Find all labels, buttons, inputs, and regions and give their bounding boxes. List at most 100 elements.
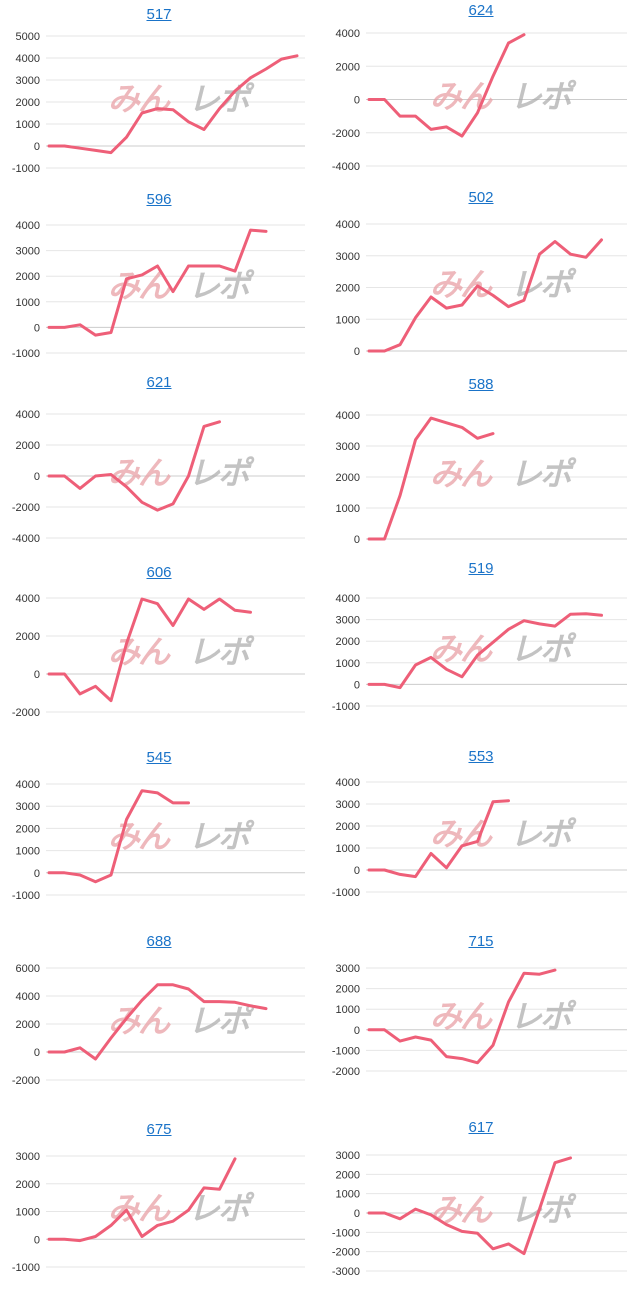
y-tick-label: 2000 (16, 1179, 40, 1191)
svg-text:みん: みん (108, 633, 171, 671)
y-tick-label: 4000 (16, 409, 40, 421)
svg-text:みん: みん (108, 80, 171, 118)
y-tick-label: 0 (354, 1208, 360, 1220)
line-chart: 4000 3000 2000 1000 0 -1000 みん レポ (12, 220, 305, 360)
chart-panel: 4000 2000 0 -2000 -4000 みん レポ 624 (322, 0, 640, 186)
y-tick-label: -2000 (332, 1066, 360, 1078)
y-tick-label: -2000 (12, 1075, 40, 1087)
chart-title-link[interactable]: 502 (468, 189, 494, 206)
y-tick-label: 1000 (336, 314, 360, 326)
line-chart: 6000 4000 2000 0 -2000 みん レポ (12, 963, 305, 1087)
line-chart: 4000 3000 2000 1000 0 -1000 みん レポ (12, 779, 305, 902)
svg-text:レポ: レポ (510, 266, 577, 304)
svg-text:レポ: レポ (510, 630, 577, 668)
chart-title-link[interactable]: 606 (146, 564, 172, 581)
y-tick-label: -1000 (12, 1262, 40, 1274)
series-line (367, 238, 603, 353)
chart-title-link[interactable]: 715 (468, 933, 494, 950)
svg-text:レポ: レポ (510, 998, 577, 1036)
y-tick-label: 0 (34, 322, 40, 334)
y-tick-label: 1000 (16, 119, 40, 131)
watermark-logo: みん レポ (430, 630, 579, 668)
series-line (47, 54, 299, 155)
y-tick-label: 1000 (16, 846, 40, 858)
watermark-logo: みん レポ (430, 1191, 579, 1229)
chart-title-link[interactable]: 553 (468, 748, 494, 765)
y-tick-label: 2000 (336, 283, 360, 295)
y-tick-label: 0 (34, 669, 40, 681)
chart-title-link[interactable]: 517 (146, 6, 172, 23)
chart-title-link[interactable]: 675 (146, 1121, 172, 1138)
chart-title-link[interactable]: 617 (468, 1119, 494, 1136)
y-tick-label: 3000 (336, 441, 360, 453)
y-tick-label: -4000 (12, 533, 40, 545)
chart-title-link[interactable]: 545 (146, 749, 172, 766)
y-tick-label: -1000 (332, 701, 360, 713)
chart-panel: 3000 2000 1000 0 -1000 -2000 -3000 みん レポ 617 (322, 1116, 640, 1303)
series-line (47, 789, 190, 884)
y-tick-label: 1000 (336, 1189, 360, 1201)
svg-text:みん: みん (430, 998, 493, 1036)
watermark-logo: みん レポ (108, 454, 257, 492)
line-chart: 3000 2000 1000 0 -1000 みん レポ (12, 1151, 305, 1274)
chart-title-link[interactable]: 588 (468, 376, 494, 393)
line-chart: 4000 3000 2000 1000 0 -1000 みん レポ (332, 593, 627, 713)
series-line (367, 1156, 572, 1256)
svg-text:レポ: レポ (510, 815, 577, 853)
chart-title-link[interactable]: 519 (468, 560, 494, 577)
chart-title-link[interactable]: 621 (146, 374, 172, 391)
y-tick-label: 2000 (16, 631, 40, 643)
line-chart: 4000 3000 2000 1000 0 みん レポ (336, 219, 627, 358)
y-tick-label: 3000 (16, 1151, 40, 1163)
y-tick-label: 0 (34, 471, 40, 483)
y-tick-label: 2000 (336, 1169, 360, 1181)
y-tick-label: 0 (354, 534, 360, 546)
y-tick-label: 2000 (336, 821, 360, 833)
chart-title-link[interactable]: 596 (146, 191, 172, 208)
line-chart: 3000 2000 1000 0 -1000 -2000 みん レポ (332, 963, 627, 1078)
y-tick-label: 2000 (16, 440, 40, 452)
watermark-logo: みん レポ (108, 818, 257, 856)
line-chart: 4000 2000 0 -2000 -4000 みん レポ (332, 28, 627, 173)
chart-panel: 3000 2000 1000 0 -1000 みん レポ 675 (0, 1116, 318, 1303)
y-tick-label: 4000 (16, 991, 40, 1003)
line-chart: 4000 3000 2000 1000 0 -1000 みん レポ (332, 777, 627, 899)
y-tick-label: 0 (354, 679, 360, 691)
y-tick-label: 0 (34, 1234, 40, 1246)
chart-panel: 5000 4000 3000 2000 1000 0 -1000 みん レポ 517 (0, 0, 318, 186)
chart-title-link[interactable]: 688 (146, 933, 172, 950)
watermark-logo: みん レポ (108, 1002, 257, 1040)
y-tick-label: -1000 (332, 1227, 360, 1239)
y-tick-label: -2000 (332, 128, 360, 140)
y-tick-label: 0 (354, 95, 360, 107)
chart-panel: 4000 3000 2000 1000 0 みん レポ 588 (322, 372, 640, 558)
y-tick-label: 2000 (336, 636, 360, 648)
svg-text:みん: みん (108, 454, 171, 492)
y-tick-label: 4000 (16, 220, 40, 232)
watermark-logo: みん レポ (430, 815, 579, 853)
y-tick-label: 4000 (16, 779, 40, 791)
y-tick-label: 1000 (336, 843, 360, 855)
svg-text:みん: みん (430, 455, 493, 493)
svg-text:レポ: レポ (188, 1002, 255, 1040)
chart-panel: 4000 3000 2000 1000 0 -1000 みん レポ 553 (322, 744, 640, 930)
svg-text:レポ: レポ (188, 633, 255, 671)
chart-panel: 4000 3000 2000 1000 0 -1000 みん レポ 545 (0, 744, 318, 930)
y-tick-label: 2000 (336, 472, 360, 484)
y-tick-label: 1000 (336, 658, 360, 670)
line-chart: 4000 2000 0 -2000 みん レポ (12, 593, 305, 719)
y-tick-label: 3000 (16, 246, 40, 258)
y-tick-label: 0 (354, 346, 360, 358)
y-tick-label: -2000 (332, 1247, 360, 1259)
svg-text:みん: みん (108, 1002, 171, 1040)
svg-text:みん: みん (430, 266, 493, 304)
y-tick-label: 4000 (16, 593, 40, 605)
watermark-logo: みん レポ (430, 455, 579, 493)
chart-title-link[interactable]: 624 (468, 2, 494, 19)
y-tick-label: 0 (354, 1025, 360, 1037)
y-tick-label: 3000 (16, 801, 40, 813)
line-chart: 3000 2000 1000 0 -1000 -2000 -3000 みん レポ (332, 1150, 627, 1278)
y-tick-label: -4000 (332, 161, 360, 173)
y-tick-label: 4000 (336, 28, 360, 40)
y-tick-label: -1000 (12, 163, 40, 175)
